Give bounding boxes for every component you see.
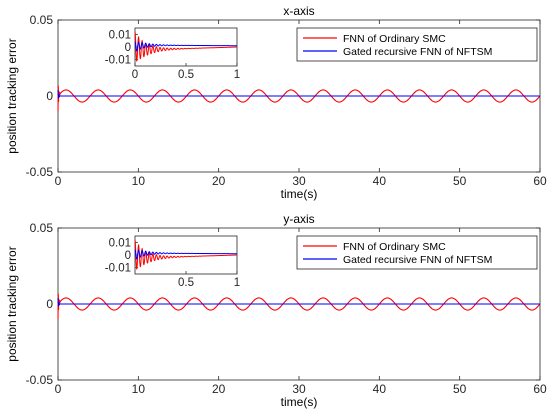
inset-y-tick-label: 0 [125, 250, 131, 262]
x-tick-label: 40 [373, 382, 387, 396]
inset-y-tick-label: 0 [125, 42, 131, 54]
x-tick-label: 30 [292, 382, 306, 396]
chart-title: y-axis [283, 212, 314, 226]
x-tick-label: 40 [373, 174, 387, 188]
x-tick-label: 50 [453, 382, 467, 396]
legend-label: FNN of Ordinary SMC [343, 241, 446, 253]
y-tick-label: -0.05 [26, 373, 54, 387]
x-tick-label: 10 [132, 174, 146, 188]
inset-y-tick-label: 0.01 [109, 29, 131, 41]
legend-box [296, 235, 538, 270]
x-axis-label: time(s) [281, 395, 318, 409]
inset-series-line-gated-recursive-fnn-of-nftsm [134, 249, 237, 260]
inset-x-tick-label: 0 [132, 69, 138, 81]
x-tick-label: 0 [55, 174, 62, 188]
inset-x-tick-label: 0.5 [178, 277, 194, 289]
legend-label: Gated recursive FNN of NFTSM [343, 254, 492, 266]
inset-y-tick-label: -0.01 [105, 263, 131, 275]
y-axis-label: position tracking error [5, 38, 19, 153]
chart-title: x-axis [283, 4, 314, 18]
y-tick-label: 0 [46, 89, 53, 103]
legend-box [296, 27, 538, 62]
y-tick-label: 0 [46, 297, 53, 311]
x-tick-label: 30 [292, 174, 306, 188]
inset-series-line-fnn-of-ordinary-smc [134, 239, 238, 270]
y-axis-label: position tracking error [5, 246, 19, 361]
y-tick-label: 0.05 [30, 13, 54, 27]
inset-y-tick-label: -0.01 [105, 55, 131, 67]
inset-x-tick-label: 1 [234, 277, 240, 289]
series-line-gated-recursive-fnn-of-nftsm [57, 89, 540, 99]
x-tick-label: 0 [55, 382, 62, 396]
x-tick-label: 20 [212, 174, 226, 188]
inset-series-line-gated-recursive-fnn-of-nftsm [134, 41, 237, 52]
legend-label: FNN of Ordinary SMC [343, 33, 446, 45]
x-tick-label: 20 [212, 382, 226, 396]
x-axis-label: time(s) [281, 187, 318, 201]
x-tick-label: 10 [132, 382, 146, 396]
legend-label: Gated recursive FNN of NFTSM [343, 46, 492, 58]
inset-x-tick-label: 0.5 [178, 69, 194, 81]
x-tick-label: 60 [533, 174, 547, 188]
series-line-gated-recursive-fnn-of-nftsm [57, 297, 540, 307]
y-tick-label: 0.05 [30, 221, 54, 235]
x-tick-label: 50 [453, 174, 467, 188]
x-tick-label: 60 [533, 382, 547, 396]
inset-series-line-fnn-of-ordinary-smc [134, 31, 238, 62]
y-tick-label: -0.05 [26, 165, 54, 179]
inset-x-tick-label: 1 [234, 69, 240, 81]
inset-y-tick-label: 0.01 [109, 237, 131, 249]
